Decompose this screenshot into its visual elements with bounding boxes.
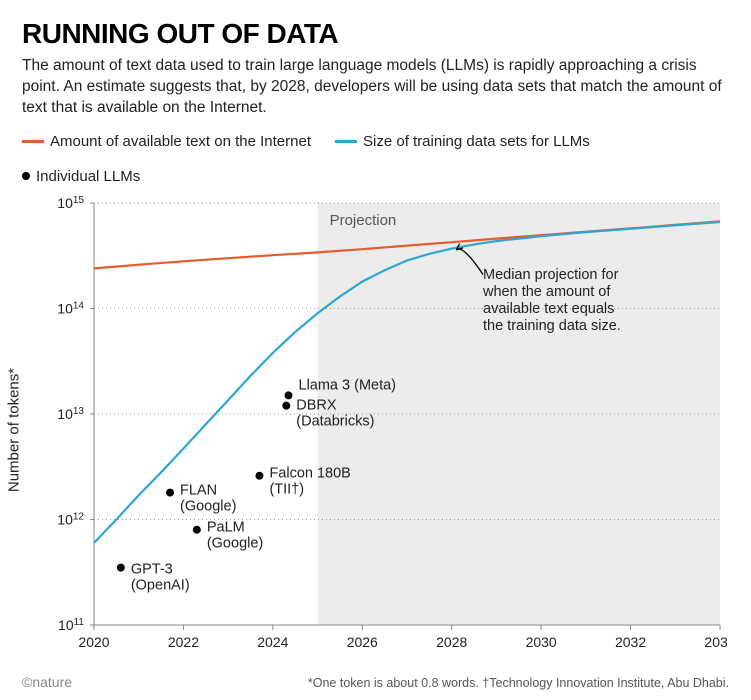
y-tick-label: 1012 [57,511,84,528]
legend-swatch-training [335,140,357,143]
legend-label-training: Size of training data sets for LLMs [363,133,590,150]
llm-point [255,471,263,479]
llm-point [166,488,174,496]
llm-point [117,563,125,571]
chart-subtitle: The amount of text data used to train la… [22,56,722,119]
legend: Amount of available text on the Internet… [22,133,729,185]
llm-label: Llama 3 (Meta) [299,377,397,393]
y-axis-label: Number of tokens* [6,368,23,492]
chart-svg: 1011 1012 1013 1014 1015 2020 2022 2024 2026 2028… [22,195,727,665]
llm-label: FLAN(Google) [180,482,236,514]
x-tick-label: 2022 [168,634,199,650]
x-tick-label: 2034 [704,634,727,650]
llm-point [282,401,290,409]
x-tick-label: 2026 [347,634,378,650]
x-tick-label: 2024 [257,634,288,650]
credit-label: ©nature [22,674,72,690]
llm-point [285,391,293,399]
chart-area: Number of tokens* 1011101210131014101520… [22,195,727,665]
annotation-text: Median projection forwhen the amount ofa… [482,267,621,334]
llm-label: GPT-3(OpenAI) [131,561,190,593]
y-tick-label: 1015 [57,195,84,211]
x-tick-label: 2032 [615,634,646,650]
y-tick-label: 1013 [57,405,84,422]
llm-point [193,525,201,533]
x-tick-label: 2028 [436,634,467,650]
x-tick-label: 2030 [526,634,557,650]
projection-label: Projection [330,212,397,229]
legend-swatch-dots [22,172,30,180]
legend-item-dots: Individual LLMs [22,168,140,185]
legend-label-dots: Individual LLMs [36,168,140,185]
y-tick-label: 1014 [57,300,84,317]
legend-swatch-internet [22,140,44,143]
x-tick-label: 2020 [78,634,109,650]
y-tick-label: 1011 [58,616,84,633]
legend-item-training: Size of training data sets for LLMs [335,133,590,150]
legend-item-internet: Amount of available text on the Internet [22,133,311,150]
legend-label-internet: Amount of available text on the Internet [50,133,311,150]
llm-label: PaLM(Google) [207,519,263,551]
chart-title: RUNNING OUT OF DATA [22,18,729,50]
footnote-label: *One token is about 0.8 words. †Technolo… [308,676,729,690]
